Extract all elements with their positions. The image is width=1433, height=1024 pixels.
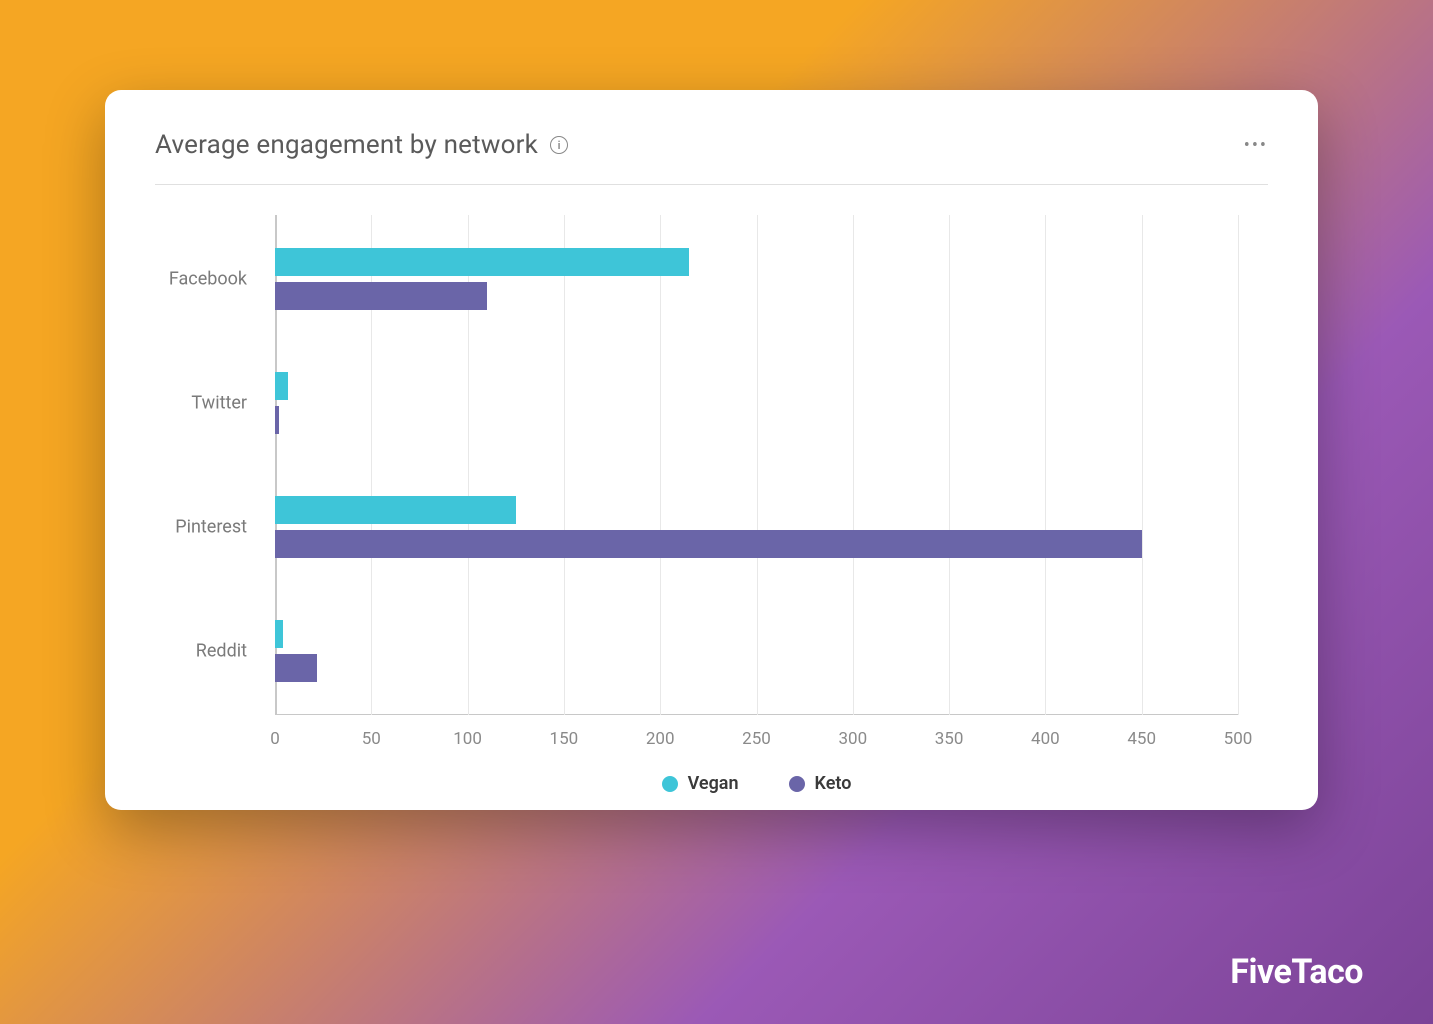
card-title-wrap: Average engagement by network i	[155, 130, 568, 160]
x-tick-label: 250	[742, 729, 771, 749]
category-group: Reddit	[275, 620, 1238, 682]
x-tick-label: 350	[935, 729, 964, 749]
chart-legend: Vegan Keto	[275, 773, 1238, 794]
legend-label: Keto	[815, 773, 852, 794]
category-label: Facebook	[169, 269, 247, 290]
more-options-icon[interactable]: •••	[1244, 135, 1268, 156]
legend-item[interactable]: Vegan	[662, 773, 739, 794]
legend-item[interactable]: Keto	[789, 773, 852, 794]
bar-keto	[275, 282, 487, 310]
card-header: Average engagement by network i •••	[155, 130, 1268, 185]
x-tick-label: 200	[646, 729, 675, 749]
card-title: Average engagement by network	[155, 130, 538, 160]
x-tick-label: 450	[1127, 729, 1156, 749]
bar-vegan	[275, 620, 283, 648]
chart-card: Average engagement by network i ••• 0 50 1…	[105, 90, 1318, 810]
watermark: FiveTaco	[1230, 952, 1363, 992]
info-icon[interactable]: i	[550, 136, 568, 154]
chart-plot: 050100150200250300350400450500FacebookTw…	[275, 215, 1238, 715]
x-tick-label: 300	[838, 729, 867, 749]
x-tick-label: 400	[1031, 729, 1060, 749]
category-group: Twitter	[275, 372, 1238, 434]
bar-keto	[275, 654, 317, 682]
bar-keto	[275, 406, 279, 434]
legend-label: Vegan	[688, 773, 739, 794]
category-group: Facebook	[275, 248, 1238, 310]
gridline	[1238, 215, 1239, 715]
x-tick-label: 500	[1224, 729, 1253, 749]
bar-vegan	[275, 248, 689, 276]
bar-vegan	[275, 372, 288, 400]
x-tick-label: 0	[270, 729, 280, 749]
category-label: Pinterest	[175, 517, 247, 538]
bar-keto	[275, 530, 1142, 558]
category-label: Twitter	[191, 393, 247, 414]
category-label: Reddit	[196, 641, 247, 662]
legend-swatch-icon	[789, 776, 805, 792]
bar-vegan	[275, 496, 516, 524]
category-group: Pinterest	[275, 496, 1238, 558]
x-tick-label: 150	[550, 729, 579, 749]
legend-swatch-icon	[662, 776, 678, 792]
chart-area: 0 50 100 150 200 250 300 350 400 450 500 Facebook Tw…	[155, 215, 1268, 775]
x-tick-label: 100	[453, 729, 482, 749]
x-tick-label: 50	[362, 729, 381, 749]
